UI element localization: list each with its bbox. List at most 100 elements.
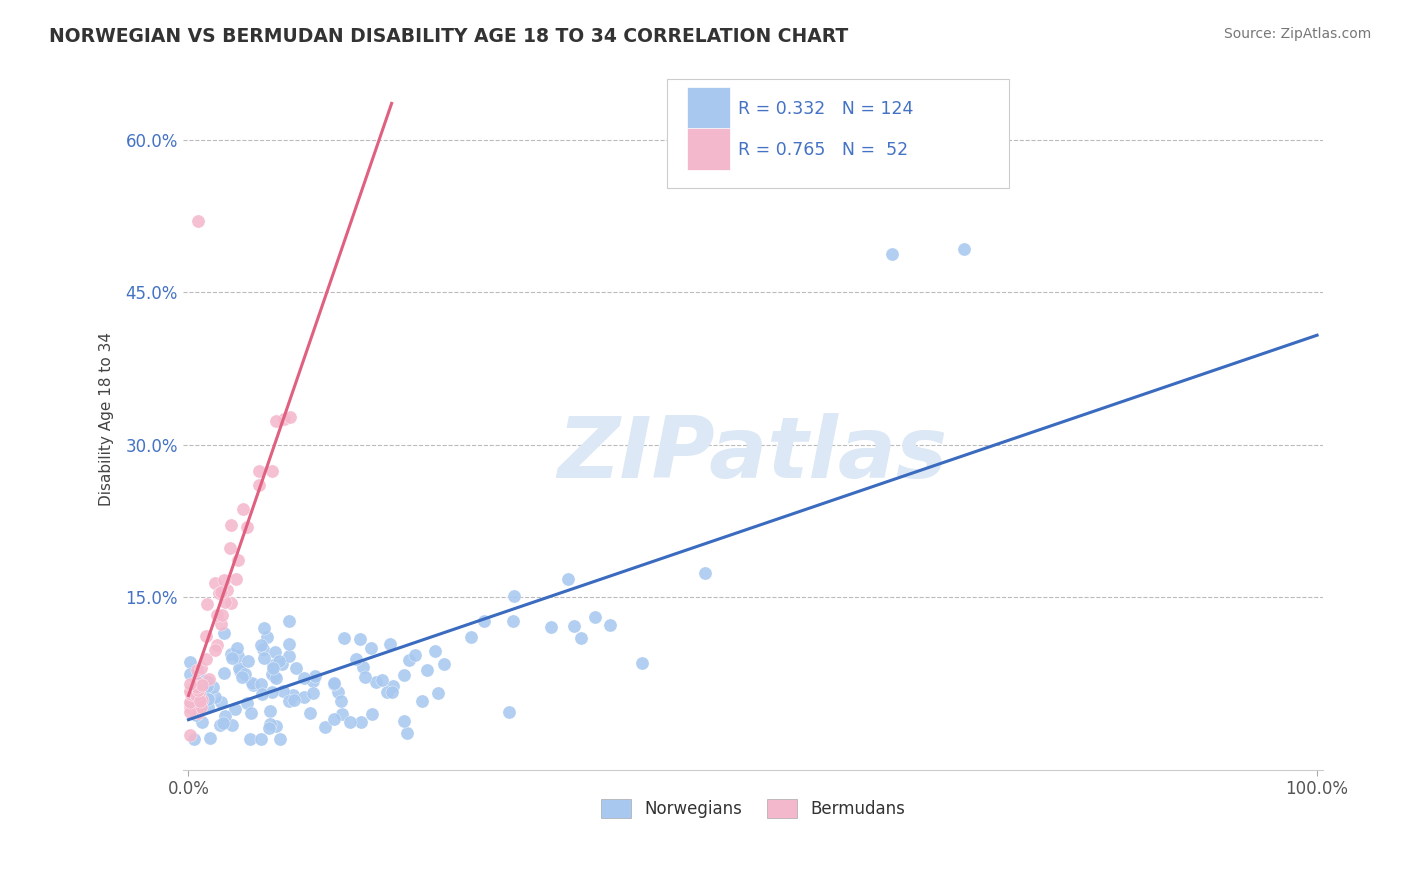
Point: [953, 243, 976, 257]
FancyBboxPatch shape: [686, 128, 730, 170]
Point: [382, 680, 405, 694]
Point: [394, 714, 416, 729]
Point: [188, 686, 211, 700]
Point: [252, 641, 274, 656]
Point: [186, 688, 208, 702]
Point: [179, 683, 201, 698]
Point: [304, 669, 326, 683]
Point: [184, 674, 207, 689]
Point: [267, 654, 290, 668]
Point: [225, 640, 247, 655]
Point: [371, 673, 394, 687]
Point: [209, 585, 232, 599]
Point: [332, 707, 354, 722]
Point: [179, 676, 201, 690]
Point: [221, 650, 243, 665]
Point: [426, 686, 449, 700]
Point: [392, 668, 415, 682]
Point: [256, 631, 278, 645]
Point: [266, 414, 288, 428]
Point: [381, 685, 404, 699]
Point: [423, 643, 446, 657]
Point: [205, 608, 228, 623]
Point: [262, 657, 284, 672]
Point: [269, 732, 291, 747]
Point: [209, 616, 232, 631]
Point: [411, 694, 433, 708]
Point: [232, 501, 254, 516]
Point: [247, 464, 270, 478]
Point: [183, 732, 205, 747]
Point: [366, 674, 388, 689]
Point: [197, 699, 219, 714]
Point: [259, 717, 281, 731]
Point: [262, 660, 284, 674]
Point: [328, 685, 350, 699]
Point: [221, 717, 243, 731]
Point: [198, 731, 221, 745]
Point: [352, 659, 374, 673]
Point: [197, 672, 219, 686]
Point: [250, 638, 273, 652]
Point: [301, 673, 323, 688]
Point: [228, 661, 250, 675]
Point: [207, 638, 229, 652]
Point: [253, 650, 276, 665]
Point: [540, 620, 562, 634]
Point: [264, 671, 287, 685]
Point: [375, 685, 398, 699]
Point: [226, 553, 249, 567]
Point: [695, 566, 717, 580]
Point: [631, 656, 654, 670]
Point: [249, 677, 271, 691]
Point: [187, 683, 209, 698]
Text: R = 0.765   N =  52: R = 0.765 N = 52: [738, 141, 908, 159]
Point: [179, 705, 201, 719]
Point: [599, 618, 621, 632]
Point: [184, 708, 207, 723]
Point: [187, 706, 209, 720]
Point: [179, 697, 201, 711]
Point: [252, 687, 274, 701]
Point: [333, 631, 356, 645]
Point: [240, 676, 263, 690]
Point: [253, 622, 276, 636]
Point: [219, 597, 242, 611]
Point: [186, 663, 208, 677]
Point: [323, 675, 346, 690]
Point: [235, 667, 257, 681]
Point: [197, 689, 219, 703]
Point: [250, 732, 273, 747]
Point: [180, 687, 202, 701]
Point: [179, 667, 201, 681]
Point: [195, 679, 218, 693]
Point: [186, 679, 208, 693]
Point: [195, 597, 218, 611]
Point: [271, 657, 294, 671]
Point: [236, 696, 259, 710]
Point: [219, 647, 242, 661]
Point: [236, 519, 259, 533]
Point: [204, 690, 226, 704]
Point: [212, 666, 235, 681]
Point: [214, 708, 236, 723]
Point: [190, 715, 212, 730]
Point: [262, 464, 284, 478]
Point: [395, 726, 418, 740]
Point: [271, 684, 294, 698]
Point: [194, 629, 217, 643]
Point: [190, 700, 212, 714]
Point: [314, 720, 336, 734]
Point: [212, 573, 235, 587]
Point: [277, 694, 299, 708]
Point: [329, 694, 352, 708]
Point: [349, 632, 371, 647]
Point: [277, 649, 299, 664]
Point: [257, 721, 280, 735]
Point: [354, 670, 377, 684]
Point: [239, 732, 262, 747]
Point: [186, 214, 208, 228]
Point: [344, 652, 367, 666]
Point: [225, 572, 247, 586]
Point: [247, 478, 270, 492]
